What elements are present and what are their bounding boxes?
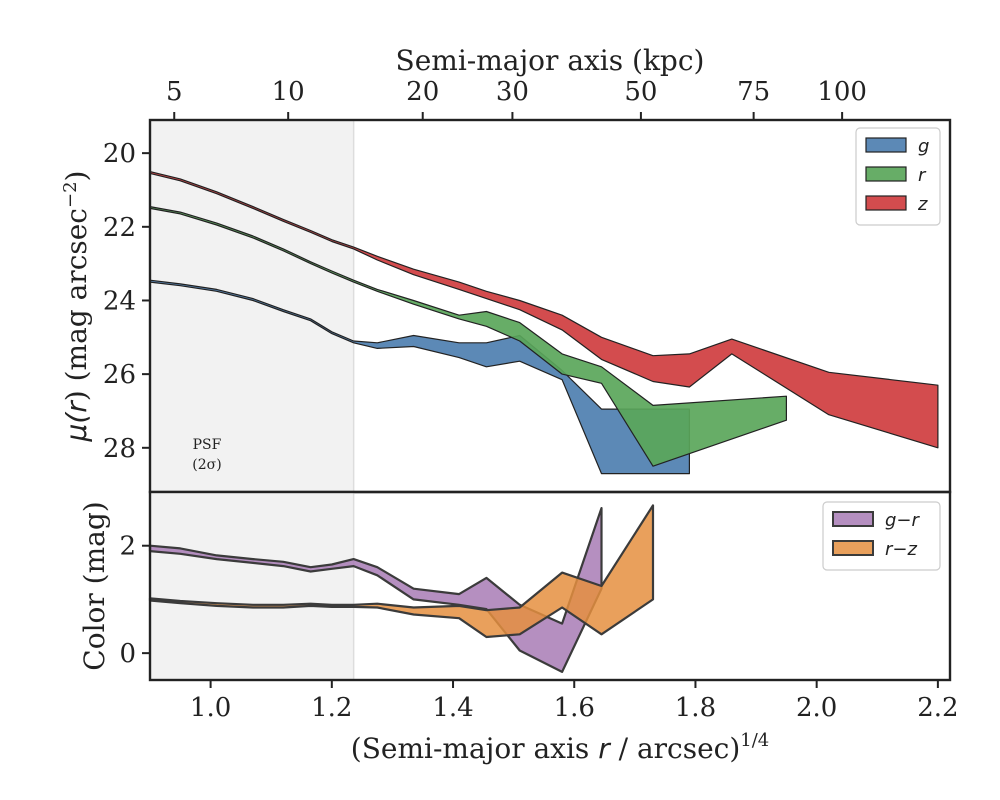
psf-label-sigma: (2σ) [192, 457, 221, 473]
legend-label: g−r [885, 510, 921, 531]
x-tick-label: 1.0 [190, 693, 231, 723]
x-tick-label: 1.4 [432, 693, 473, 723]
legend-label: z [917, 194, 928, 215]
xlabel-post: / arcsec) [610, 732, 741, 765]
x-tick-label: 2.0 [796, 693, 837, 723]
x-tick-label: 1.8 [675, 693, 716, 723]
surface-brightness-series [149, 171, 939, 475]
color-y-tick-label: 2 [119, 532, 136, 562]
x-tick-label: 2.2 [917, 693, 958, 723]
legend-label: r−z [885, 539, 917, 560]
legend-swatch [832, 540, 874, 556]
y-axis-title-surface-brightness: μ(r) (mag arcsec−2) [60, 171, 93, 443]
color-y-tick-label: 0 [119, 639, 136, 669]
y-tick-label: 20 [103, 139, 136, 169]
y-axis-ticks: 20 22 24 26 28 [103, 139, 150, 464]
y-axis-title-color: Color (mag) [78, 501, 111, 670]
legend-bands: grz [855, 127, 941, 226]
band-rz [148, 504, 655, 639]
band-g [149, 279, 691, 475]
y-tick-label: 22 [103, 213, 136, 243]
legend-swatch [865, 166, 907, 182]
psf-label: PSF [193, 437, 222, 453]
y-tick-label: 28 [103, 434, 136, 464]
y-tick-label: 26 [103, 360, 136, 390]
x-tick-label: 1.6 [554, 693, 595, 723]
top-tick-label: 20 [406, 77, 439, 107]
top-tick-label: 5 [166, 77, 183, 107]
legend-label: r [918, 165, 927, 186]
x-axis-ticks: 1.0 1.2 1.4 1.6 1.8 2.0 2.2 [190, 680, 959, 723]
top-axis-ticks: 5 10 20 30 50 75 100 [166, 77, 867, 120]
surface-brightness-panel: 20 22 24 26 28 5 10 20 30 50 75 100 PSF (2σ) Semi-… [60, 44, 952, 494]
xlabel-sup: 1/4 [740, 730, 769, 751]
psf-shaded-region-color [150, 492, 354, 680]
top-tick-label: 10 [272, 77, 305, 107]
legend-swatch [865, 195, 907, 211]
y-tick-label: 24 [103, 286, 136, 316]
ylabel-mu: μ( [60, 412, 93, 443]
color-series [148, 504, 655, 674]
x-tick-label: 1.2 [311, 693, 352, 723]
xlabel-pre: (Semi-major axis [351, 732, 598, 765]
ylabel-rest: ) (mag arcsec [60, 208, 93, 401]
xlabel-r: r [598, 732, 611, 765]
top-tick-label: 100 [817, 77, 867, 107]
legend-colors: g−r r−z [822, 501, 941, 571]
color-panel: 02 1.0 1.2 1.4 1.6 1.8 2.0 2.2 Color (mag) (Se… [78, 490, 959, 765]
ylabel-r: r [60, 400, 93, 413]
x-axis-title: (Semi-major axis r / arcsec)1/4 [351, 730, 769, 765]
bottom-panel-frame [148, 490, 952, 682]
legend-swatch [832, 511, 874, 527]
top-tick-label: 50 [624, 77, 657, 107]
top-axis-title: Semi-major axis (kpc) [396, 44, 705, 77]
ylabel-close: ) [60, 171, 93, 182]
ylabel-sup: −2 [60, 181, 81, 208]
top-tick-label: 30 [496, 77, 529, 107]
psf-shaded-region [150, 120, 354, 492]
y-axis-ticks-color: 02 [119, 532, 150, 669]
band-r [149, 206, 788, 467]
band-z [149, 171, 939, 449]
top-tick-label: 75 [737, 77, 770, 107]
legend-label: g [918, 136, 929, 157]
legend-swatch [865, 137, 907, 153]
